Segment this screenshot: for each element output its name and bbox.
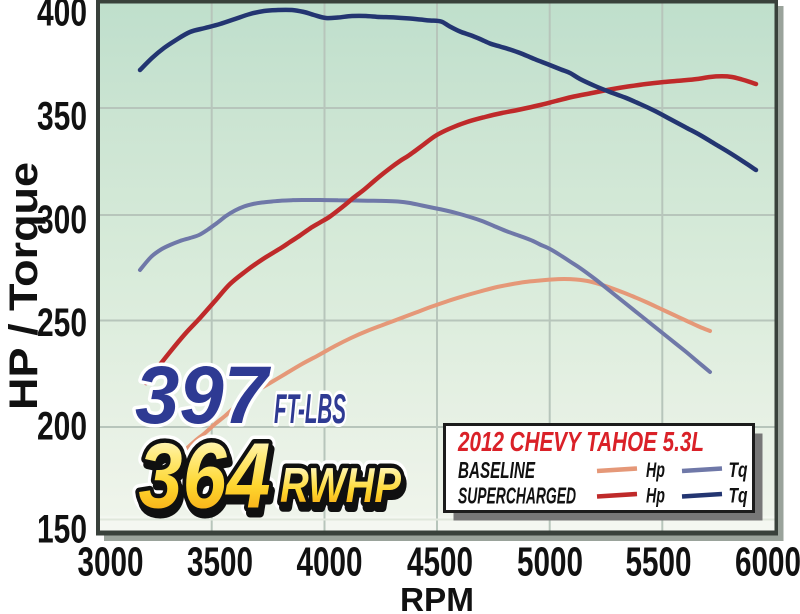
- svg-text:364: 364: [139, 424, 271, 528]
- svg-text:SUPERCHARGED: SUPERCHARGED: [458, 483, 576, 509]
- svg-text:400: 400: [37, 0, 87, 35]
- svg-text:6000: 6000: [735, 539, 800, 585]
- svg-text:4000: 4000: [297, 539, 363, 585]
- svg-text:5000: 5000: [517, 539, 583, 585]
- svg-text:BASELINE: BASELINE: [458, 457, 535, 483]
- svg-text:5500: 5500: [626, 539, 692, 585]
- svg-text:3500: 3500: [187, 539, 253, 585]
- svg-text:FT-LBS: FT-LBS: [274, 385, 346, 432]
- svg-text:2012 CHEVY TAHOE 5.3L: 2012 CHEVY TAHOE 5.3L: [457, 426, 704, 457]
- svg-text:Tq: Tq: [729, 459, 748, 482]
- svg-text:RWHP: RWHP: [282, 465, 403, 519]
- svg-text:HP / Torque: HP / Torque: [2, 162, 46, 410]
- svg-text:364: 364: [139, 424, 271, 528]
- svg-text:FT-LBS: FT-LBS: [274, 385, 346, 432]
- svg-text:RWHP: RWHP: [280, 459, 401, 513]
- svg-text:150: 150: [37, 508, 87, 552]
- svg-text:Hp: Hp: [646, 459, 665, 482]
- svg-text:397: 397: [135, 350, 271, 441]
- svg-text:350: 350: [37, 95, 87, 139]
- svg-text:397: 397: [135, 350, 271, 441]
- svg-text:RWHP: RWHP: [280, 459, 401, 513]
- svg-text:364: 364: [139, 424, 271, 528]
- svg-text:200: 200: [37, 405, 87, 449]
- svg-text:Tq: Tq: [729, 485, 748, 508]
- svg-text:RWHP: RWHP: [280, 459, 401, 513]
- svg-text:RPM: RPM: [400, 581, 474, 614]
- svg-text:300: 300: [37, 198, 87, 242]
- svg-text:Hp: Hp: [646, 485, 665, 508]
- svg-text:3000: 3000: [78, 539, 144, 585]
- svg-text:364: 364: [141, 429, 273, 533]
- svg-text:250: 250: [37, 301, 87, 345]
- svg-text:4500: 4500: [407, 539, 473, 585]
